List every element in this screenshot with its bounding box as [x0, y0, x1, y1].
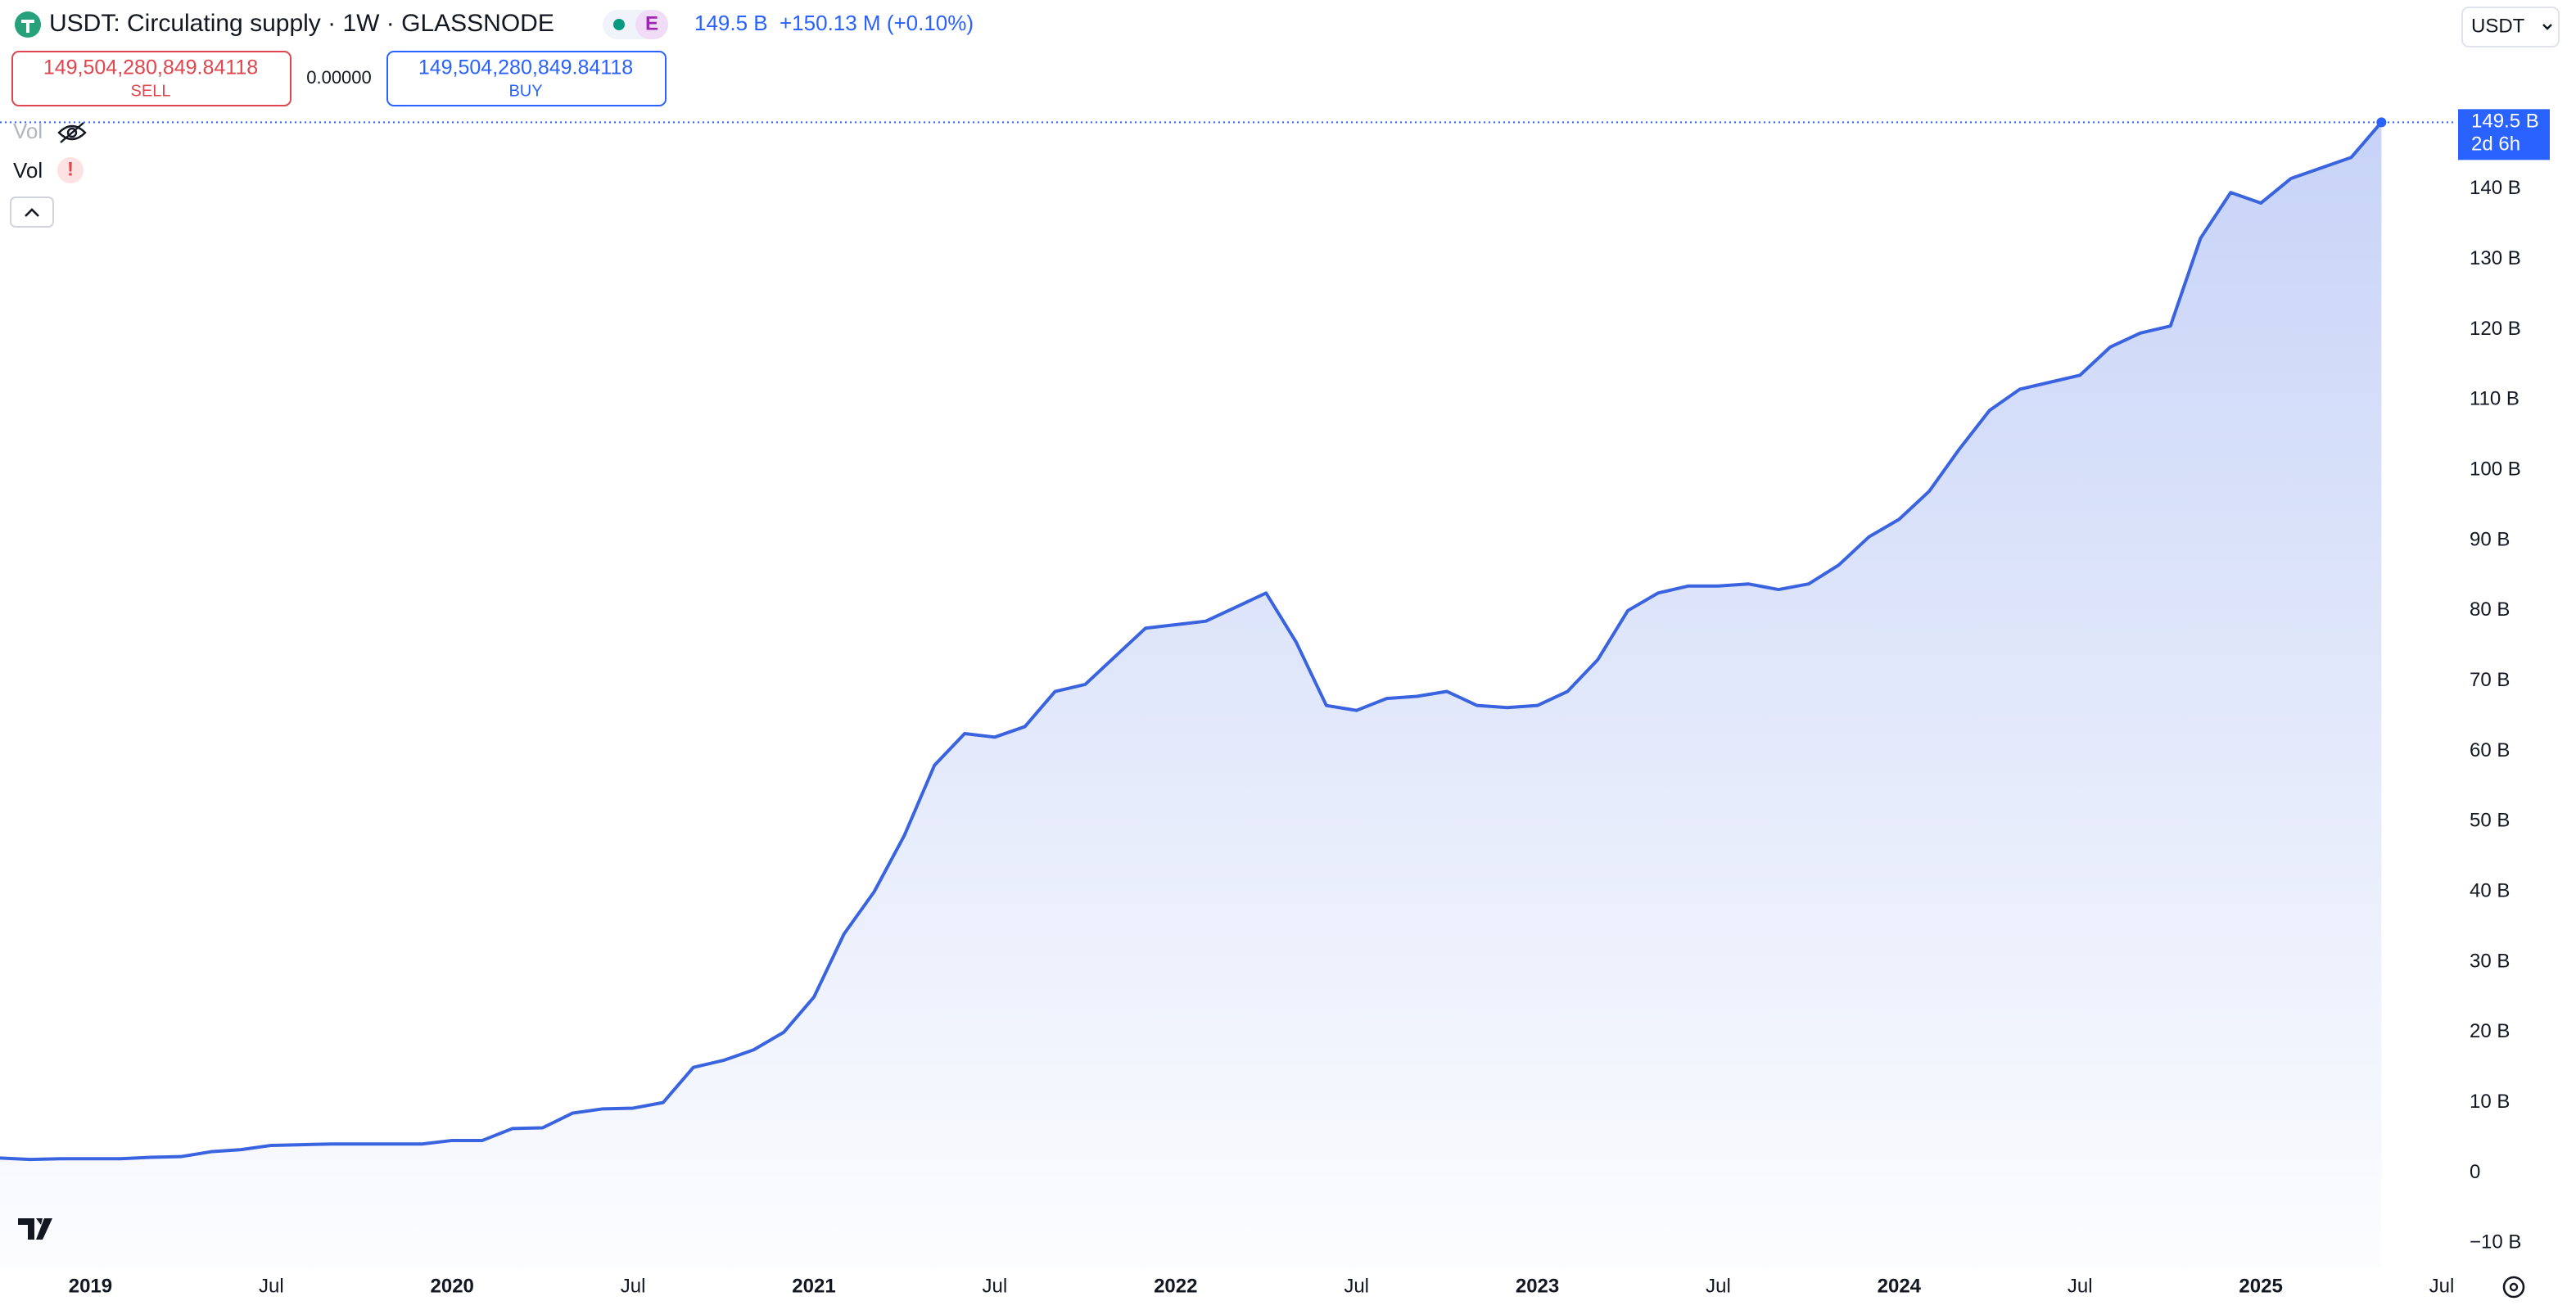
buy-label: BUY — [508, 82, 542, 100]
x-tick-label: Jul — [259, 1275, 284, 1297]
sell-price: 149,504,280,849.84118 — [43, 56, 258, 79]
settings-icon-core — [2509, 1282, 2519, 1292]
y-tick-label: 80 B — [2470, 599, 2510, 621]
x-tick-label: Jul — [2068, 1275, 2093, 1297]
area-fill — [0, 122, 2382, 1270]
x-tick-label: Jul — [983, 1275, 1008, 1297]
x-tick-label: 2022 — [1154, 1275, 1197, 1297]
y-tick-label: 0 — [2470, 1161, 2480, 1183]
tv-logo[interactable] — [18, 1218, 52, 1240]
last-point — [2376, 117, 2387, 128]
y-tick-label: 10 B — [2470, 1091, 2510, 1113]
area-line — [0, 121, 2383, 1162]
price-change: +150.13 M (+0.10%) — [780, 11, 974, 35]
price-label-bg — [2458, 109, 2550, 160]
sell-button[interactable] — [11, 51, 291, 106]
alert-bg — [57, 157, 84, 183]
countdown: 2d 6h — [2471, 133, 2520, 156]
badge-bg — [635, 10, 668, 39]
symbol-title[interactable]: USDT: Circulating supply · 1W · GLASSNOD… — [49, 10, 554, 37]
x-tick-label: Jul — [1706, 1275, 1731, 1297]
buy-button[interactable] — [386, 51, 667, 106]
y-tick-label: 110 B — [2470, 388, 2520, 410]
x-tick-label: 2024 — [1878, 1275, 1922, 1297]
x-tick-label: Jul — [621, 1275, 646, 1297]
y-tick-label: 40 B — [2470, 879, 2510, 901]
currency-dropdown[interactable] — [2461, 7, 2560, 47]
indicator-hidden[interactable]: Vol — [13, 119, 43, 143]
y-tick-label: 70 B — [2470, 669, 2510, 691]
y-tick-label: 30 B — [2470, 950, 2510, 972]
currency-label: USDT — [2471, 15, 2525, 37]
settings-icon[interactable] — [2502, 1276, 2525, 1299]
plot-area: −10 B 0 10 B 20 B 30 B 40 B 50 B 60 B 70 B 80 B 90… — [0, 106, 2521, 1297]
y-tick-label: 100 B — [2470, 458, 2521, 481]
symbol-icon-glyph — [21, 20, 34, 33]
y-tick-label: 60 B — [2470, 739, 2510, 761]
sell-label: SELL — [131, 82, 171, 100]
buy-price: 149,504,280,849.84118 — [418, 56, 633, 79]
y-tick-label: −10 B — [2470, 1231, 2521, 1254]
y-tick-label: 20 B — [2470, 1020, 2510, 1042]
x-tick-label: 2020 — [431, 1275, 474, 1297]
x-tick-label: Jul — [2429, 1275, 2455, 1297]
indicator-alert[interactable]: ! — [67, 158, 74, 180]
market-status-dot — [613, 19, 625, 30]
y-tick-label: 130 B — [2470, 247, 2521, 269]
x-tick-label: 2023 — [1516, 1275, 1559, 1297]
y-tick-label: 120 B — [2470, 318, 2521, 340]
dropdown-chevron — [2542, 24, 2552, 30]
y-tick-label: 50 B — [2470, 810, 2510, 832]
x-tick-label: 2021 — [792, 1275, 835, 1297]
price-label: 149.5 B — [2471, 111, 2539, 133]
y-tick-label: 90 B — [2470, 528, 2510, 550]
x-tick-label: 2025 — [2239, 1275, 2282, 1297]
collapse-button[interactable] — [10, 196, 54, 228]
x-tick-label: Jul — [1344, 1275, 1369, 1297]
x-tick-label: 2019 — [69, 1275, 112, 1297]
exchange-badge[interactable]: E — [645, 12, 658, 34]
spread: 0.00000 — [306, 67, 372, 88]
hide-eye-icon[interactable] — [57, 122, 87, 143]
indicator[interactable]: Vol — [13, 158, 43, 183]
collapse-chevron — [25, 208, 39, 217]
last-price: 149.5 B — [694, 11, 768, 35]
y-tick-label: 140 B — [2470, 177, 2521, 199]
